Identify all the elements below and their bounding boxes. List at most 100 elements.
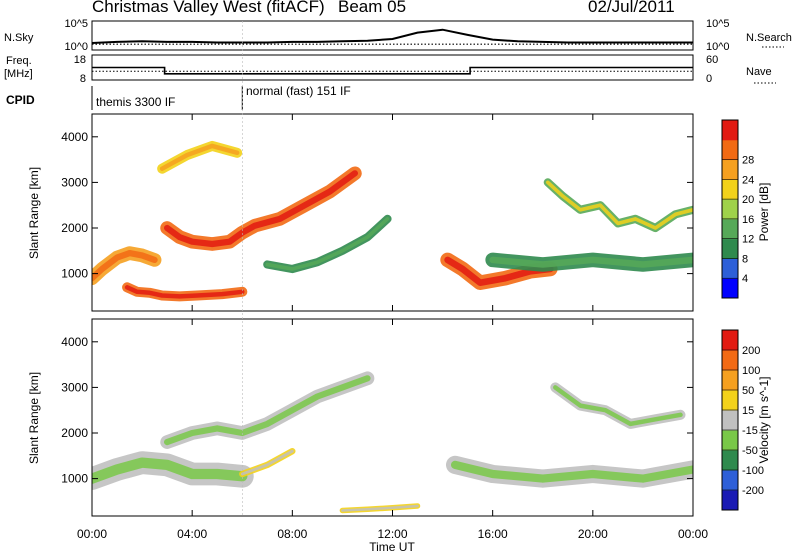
velocity-colorbar-segment-2 xyxy=(722,450,738,471)
vel-band-core-0 xyxy=(92,457,248,484)
velocity-colorbar-tick-label-7: -200 xyxy=(742,485,764,497)
power-colorbar-segment-3 xyxy=(722,218,738,240)
power-colorbar-segment-8 xyxy=(722,120,738,141)
page-title: Christmas Valley West (fitACF) xyxy=(92,0,325,16)
sky-tick-top: 10^5 xyxy=(64,18,88,30)
pow-band-core-1 xyxy=(124,285,245,299)
pow-band-core-7 xyxy=(489,256,693,268)
velocity-y-axis-label: Slant Range [km] xyxy=(27,372,41,464)
vel-band-core-5 xyxy=(553,385,683,427)
pow-ytick-label-0: 1000 xyxy=(61,267,88,281)
velocity-echoes xyxy=(92,371,693,514)
vel-band-2 xyxy=(239,448,296,478)
cpid-program-1: normal (fast) 151 IF xyxy=(246,84,351,98)
pow-band-6 xyxy=(543,178,693,233)
velocity-colorbar-segment-5 xyxy=(722,390,738,411)
x-tick-label-6: 00:00 xyxy=(678,527,708,541)
pow-ytick-label-2: 3000 xyxy=(61,175,88,189)
velocity-colorbar-frame xyxy=(721,329,739,511)
pow-band-core-6 xyxy=(545,180,693,230)
power-colorbar-tick-label-1: 8 xyxy=(742,253,748,265)
velocity-colorbar-segment-8 xyxy=(722,330,738,351)
power-colorbar-segment-1 xyxy=(722,258,738,279)
power-colorbar-segment-7 xyxy=(722,139,738,161)
freq-tick-bottom: 8 xyxy=(80,73,86,85)
pow-band-4 xyxy=(263,214,392,274)
pow-band-core-4 xyxy=(265,217,390,271)
cpid-label: CPID xyxy=(6,93,35,107)
power-colorbar-tick-label-3: 16 xyxy=(742,214,754,226)
freq-tick-top: 18 xyxy=(74,54,86,66)
vel-ytick-label-3: 4000 xyxy=(61,335,88,349)
pow-band-7 xyxy=(485,252,693,272)
pow-band-core-0 xyxy=(92,250,158,282)
pow-band-1 xyxy=(122,282,248,302)
velocity-colorbar-segment-4 xyxy=(722,410,738,431)
freq-unit-label: [MHz] xyxy=(4,68,33,80)
vel-ytick-label-0: 1000 xyxy=(61,472,88,486)
sky-noise-panel: N.Sky N.Search 10^5 10^0 10^5 10^0 xyxy=(4,18,792,53)
velocity-colorbar-tick-label-0: 200 xyxy=(742,345,760,357)
nave-tick-bottom: 0 xyxy=(706,73,712,85)
vel-band-4 xyxy=(446,455,693,488)
pow-ytick-label-1: 2000 xyxy=(61,221,88,235)
vel-band-core-2 xyxy=(240,449,294,476)
velocity-colorbar-tick-label-1: 100 xyxy=(742,365,760,377)
vel-band-core-1 xyxy=(164,375,371,446)
sky-tick-bottom: 10^0 xyxy=(64,41,88,53)
velocity-colorbar-tick-label-5: -50 xyxy=(742,445,758,457)
velocity-panel: 1000 2000 3000 4000 Slant Range [km] 200 100… xyxy=(27,114,771,554)
pow-band-core-2 xyxy=(164,170,358,248)
velocity-colorbar-segment-3 xyxy=(722,430,738,451)
x-tick-label-3: 12:00 xyxy=(377,527,407,541)
power-colorbar-tick-label-4: 20 xyxy=(742,194,754,206)
power-colorbar-tick-label-6: 28 xyxy=(742,155,754,167)
cpid-panel: CPID themis 3300 IF normal (fast) 151 IF xyxy=(6,84,351,110)
pow-band-body-2 xyxy=(160,166,362,251)
vel-band-core-3 xyxy=(341,504,419,512)
time-x-ticks: 00:00 04:00 08:00 12:00 16:00 20:00 00:00 xyxy=(77,114,708,541)
vel-band-1 xyxy=(160,371,375,449)
power-y-axis-label: Slant Range [km] xyxy=(27,167,41,259)
date-label: 02/Jul/2011 xyxy=(588,0,675,16)
velocity-colorbar-label: Velocity [m s^-1] xyxy=(757,377,771,464)
vel-ytick-label-1: 2000 xyxy=(61,426,88,440)
x-tick-label-1: 04:00 xyxy=(177,527,207,541)
velocity-colorbar-segment-1 xyxy=(722,470,738,491)
pow-band-0 xyxy=(92,246,162,286)
vel-ytick-label-2: 3000 xyxy=(61,380,88,394)
power-colorbar-segment-5 xyxy=(722,179,738,200)
cpid-program-0: themis 3300 IF xyxy=(96,95,175,109)
x-tick-label-5: 20:00 xyxy=(578,527,608,541)
power-colorbar-tick-label-0: 4 xyxy=(742,273,748,285)
nave-label: Nave xyxy=(746,66,772,78)
pow-band-2 xyxy=(160,166,362,251)
power-colorbar-frame xyxy=(721,119,739,299)
search-noise-label: N.Search xyxy=(746,32,792,44)
pow-band-body-4 xyxy=(263,214,392,274)
pow-band-3 xyxy=(157,140,243,174)
velocity-y-ticks: 1000 2000 3000 4000 xyxy=(61,335,693,486)
vel-band-3 xyxy=(339,503,421,514)
power-colorbar-segment-0 xyxy=(722,278,738,299)
power-colorbar: 4 8 12 16 20 24 28 xyxy=(721,119,754,299)
beam-label: Beam 05 xyxy=(338,0,407,16)
nave-tick-top: 60 xyxy=(706,54,718,66)
velocity-colorbar-tick-label-3: 15 xyxy=(742,405,754,417)
velocity-frame xyxy=(91,318,694,517)
power-echoes xyxy=(92,140,693,302)
x-axis-label: Time UT xyxy=(369,540,415,554)
sky-noise-label: N.Sky xyxy=(4,32,34,44)
x-tick-label-4: 16:00 xyxy=(478,527,508,541)
power-colorbar-tick-label-5: 24 xyxy=(742,174,754,186)
frequency-line-0 xyxy=(92,66,693,75)
x-tick-label-0: 00:00 xyxy=(77,527,107,541)
velocity-colorbar-tick-label-6: -100 xyxy=(742,465,764,477)
velocity-colorbar-segment-6 xyxy=(722,370,738,391)
power-colorbar-tick-label-2: 12 xyxy=(742,234,754,246)
power-y-ticks: 1000 2000 3000 4000 xyxy=(61,130,693,281)
velocity-colorbar: 200 100 50 15 -15 -50 -100 -200 xyxy=(721,329,764,511)
frequency-series xyxy=(92,66,693,75)
velocity-colorbar-segment-0 xyxy=(722,490,738,511)
